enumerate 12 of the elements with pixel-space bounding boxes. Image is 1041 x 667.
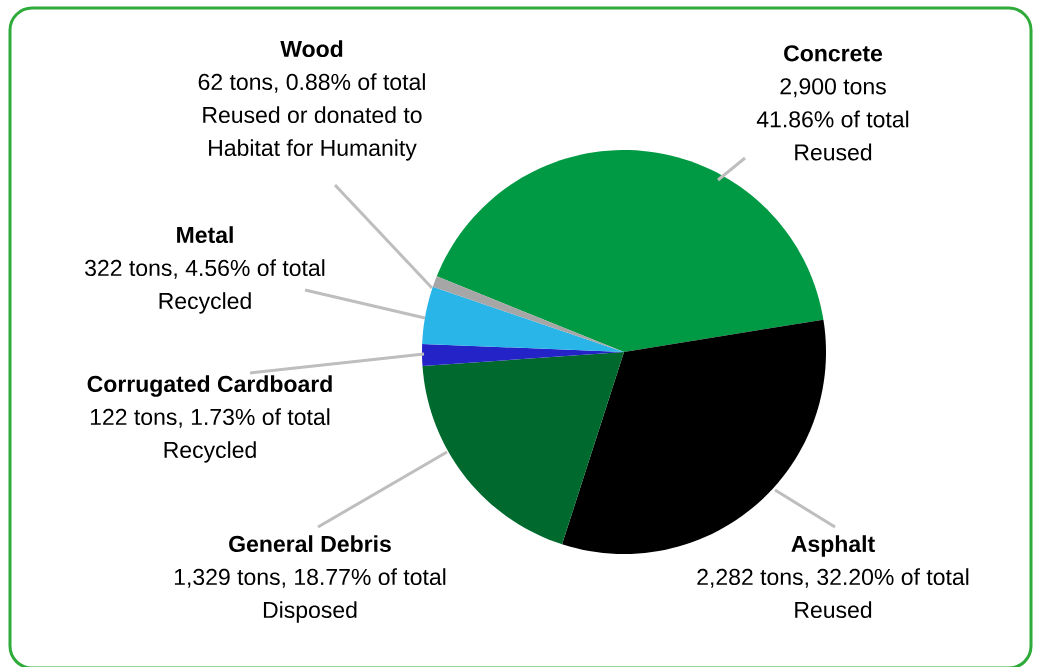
data-label: 62 tons, 0.88% of total Reused or donated to Habitat for Humanity [198,73,425,161]
data-label: 2,282 tons, 32.20% of total Reused [697,568,969,619]
slice-label: Wood [280,40,343,58]
data-label: 2,900 tons 41.86% of total Reused [756,78,909,161]
slice-label: Asphalt [791,535,875,557]
slice-label: Metal [177,226,233,244]
data-label: 322 tons, 4.56% of total Recycled [85,259,325,314]
data-label: 1,329 tons, 18.77% of total Disposed [174,568,446,623]
slice-label: General Debris [229,535,391,553]
slice-label: Concrete [784,45,883,62]
data-label: 122 tons, 1.73% of total Recycled [90,408,330,463]
slice-label: Corrugated Cardboard [87,375,332,397]
